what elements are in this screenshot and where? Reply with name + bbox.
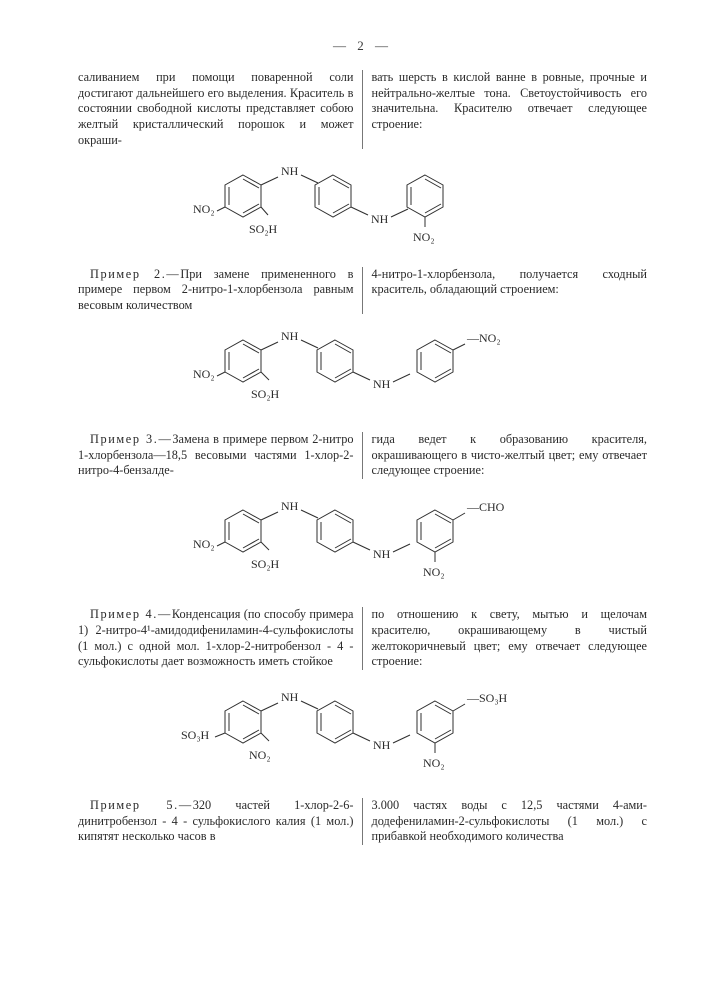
svg-text:NH: NH [371,212,389,226]
example-3-text: Пример 3.—Замена в примере пер­вом 2-нит… [78,432,647,479]
intro-left: саливанием при помощи поваренной соли до… [78,70,354,147]
svg-text:NO₂: NO₂ [193,537,215,551]
ex4-right: по отношению к свету, мытью и щело­чам к… [372,607,648,668]
svg-text:NH: NH [281,329,299,343]
svg-text:CHO: CHO [479,500,505,514]
svg-text:NH: NH [373,547,391,561]
svg-text:SO₂H: SO₂H [249,222,278,236]
svg-text:NH: NH [373,377,391,391]
example-2-text: Пример 2.—При замене применен­ного в при… [78,267,647,314]
ex3-label: Пример 3.— [90,432,172,446]
example-5-text: Пример 5.—320 частей 1-хлор-2-6-динитроб… [78,798,647,845]
svg-text:SO₂H: SO₂H [251,387,280,401]
formula-2: NO₂ SO₂H NH NH — NO₂ [78,320,647,424]
svg-text:—: — [466,500,480,514]
svg-text:NO₂: NO₂ [423,756,445,770]
svg-text:NO₂: NO₂ [249,748,271,762]
svg-text:NH: NH [373,738,391,752]
formula-1: NO₂ SO₂H NH NH NO₂ [78,155,647,259]
ex2-right: 4-нитро-1-хлорбензола, получается сход­н… [372,267,648,297]
svg-text:SO₃H: SO₃H [181,728,210,742]
intro-right: вать шерсть в кислой ванне в ровные, про… [372,70,648,131]
svg-text:NO₂: NO₂ [193,367,215,381]
ex4-label: Пример 4.— [90,607,172,621]
svg-text:SO₂H: SO₂H [251,557,280,571]
svg-text:—: — [466,331,480,345]
ex5-right: 3.000 частях воды с 12,5 частями 4-ами­д… [372,798,648,843]
svg-text:SO₃H: SO₃H [479,691,508,705]
svg-text:NO₂: NO₂ [479,331,501,345]
svg-text:NO₂: NO₂ [413,230,435,244]
page-number: — 2 — [78,38,647,54]
svg-text:NO₂: NO₂ [423,565,445,579]
formula-4: SO₃H NO₂ NH NH — SO₃H NO₂ [78,676,647,790]
svg-text:NH: NH [281,499,299,513]
svg-text:NH: NH [281,690,299,704]
intro-text: саливанием при помощи поваренной соли до… [78,70,647,149]
example-4-text: Пример 4.—Конденсация (по спо­собу приме… [78,607,647,670]
svg-text:NO₂: NO₂ [193,202,215,216]
ex5-label: Пример 5.— [90,798,193,812]
ex3-right: гида ведет к образованию красителя, окра… [372,432,648,477]
svg-text:NH: NH [281,164,299,178]
svg-text:—: — [466,691,480,705]
formula-3: NO₂ SO₂H NH NH — CHO NO₂ [78,485,647,599]
ex2-label: Пример 2.— [90,267,180,281]
